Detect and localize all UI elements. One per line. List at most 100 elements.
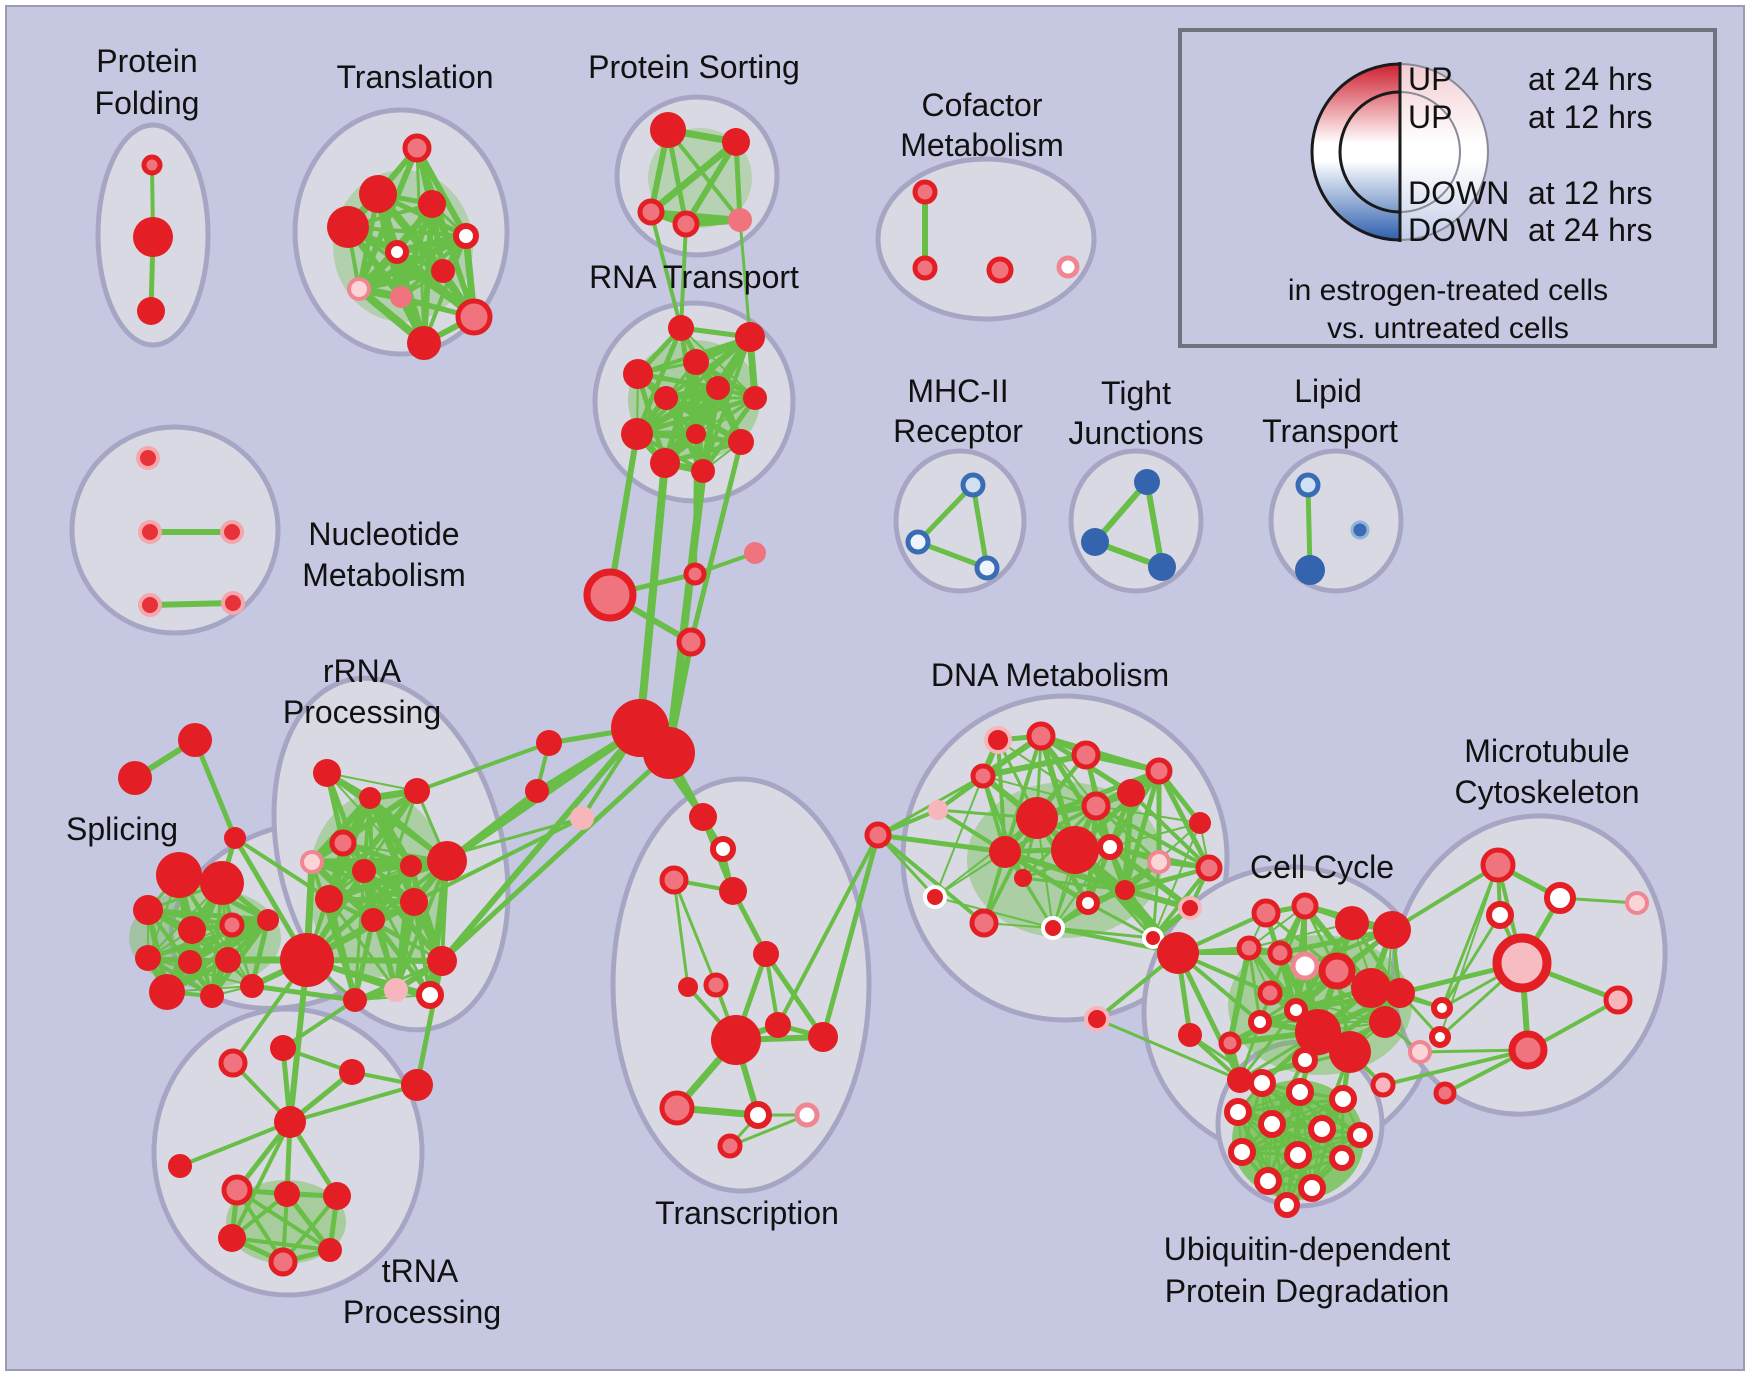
legend-time-2: at 12 hrs [1528, 175, 1653, 211]
edge-bridge [776, 833, 880, 1027]
gene-node-Rp [1218, 1031, 1242, 1055]
gene-node-Rp [455, 298, 493, 336]
gene-node-LPr [1147, 850, 1171, 874]
legend-direction-3: DOWN [1408, 212, 1509, 248]
legend-direction-1: UP [1408, 99, 1452, 135]
gene-node-R [133, 217, 173, 257]
edge-rrna [326, 772, 418, 792]
gene-node-R [323, 1182, 351, 1210]
gene-node-R [274, 1106, 306, 1138]
gene-node-LP [384, 978, 408, 1002]
cluster-label-trna: Processing [343, 1294, 501, 1330]
gene-node-P [744, 542, 766, 564]
edge-trna [230, 1236, 332, 1252]
edge-bridge [1390, 863, 1500, 932]
edge-bridge [607, 431, 640, 598]
cluster-label-cofactor: Cofactor [922, 87, 1043, 123]
gene-node-Rp [1071, 740, 1101, 770]
edge-trna [230, 1120, 292, 1240]
edge-dna [1003, 734, 1043, 854]
edge-translation [355, 232, 470, 293]
gene-node-R [200, 984, 224, 1008]
edge-micro [1440, 863, 1500, 1010]
gene-node-R [1115, 880, 1135, 900]
edge-splice [145, 907, 271, 923]
edge-ubi [1310, 1097, 1345, 1190]
gene-node-R [1369, 1006, 1401, 1038]
edge-bridge [249, 983, 358, 1003]
edge-rrna [340, 840, 417, 905]
gene-node-R [743, 386, 767, 410]
gene-node-R [400, 888, 428, 916]
gene-node-pinkW [794, 1102, 820, 1128]
gene-node-ringW [1347, 1122, 1373, 1148]
gene-node-ringW [1248, 1010, 1272, 1034]
gene-node-ringW [416, 981, 444, 1009]
gene-node-LP [928, 800, 948, 820]
edge-dna [1107, 768, 1162, 850]
edge-rrna [372, 919, 397, 991]
gene-node-pinkR [1084, 1006, 1110, 1032]
gene-node-Rp [219, 912, 245, 938]
edge-bridge [281, 998, 357, 1050]
edge-trans [672, 878, 690, 989]
edge-dna [934, 775, 984, 898]
gene-node-R [274, 1181, 300, 1207]
gene-node-Rp [986, 256, 1014, 284]
gene-node-Rp [912, 255, 938, 281]
gene-node-R [135, 945, 161, 971]
edge-translation [356, 268, 446, 292]
cluster-tight-area [1068, 448, 1204, 594]
edge-bridge [876, 833, 986, 925]
gene-node-R [315, 885, 343, 913]
gene-node-Rp [683, 562, 707, 586]
edge-dna [934, 817, 1038, 898]
gene-node-R [722, 128, 750, 156]
gene-node-Rp [703, 972, 729, 998]
edge-rrna [326, 788, 420, 902]
gene-node-R [401, 1069, 433, 1101]
cluster-label-folding: Folding [95, 85, 200, 121]
gene-node-Rp [659, 865, 689, 895]
gene-node-ringW [1298, 1174, 1326, 1202]
gene-node-R [404, 778, 430, 804]
legend-direction-2: DOWN [1408, 175, 1509, 211]
edge-bridge [412, 816, 584, 904]
edge-dna [1109, 822, 1201, 848]
legend-time-3: at 24 hrs [1528, 212, 1653, 248]
legend-inner-arc-left [1338, 90, 1401, 214]
gene-node-R [735, 322, 765, 352]
gene-node-R [706, 376, 730, 400]
gene-node-ringW [1248, 1069, 1276, 1097]
edge-bridge [192, 737, 238, 841]
edge-dna [1152, 822, 1201, 939]
gene-node-ringBW [974, 555, 1000, 581]
gene-node-Rp [659, 1090, 695, 1126]
gene-node-ringW [710, 836, 736, 862]
gene-node-Rp [1291, 892, 1319, 920]
gene-node-R [156, 852, 202, 898]
gene-node-R [137, 297, 165, 325]
gene-node-R [1189, 812, 1211, 834]
gene-node-ringW [1431, 997, 1453, 1019]
gene-node-R [343, 988, 367, 1012]
cluster-label-ubi: Ubiquitin-dependent [1164, 1231, 1451, 1267]
gene-node-R [118, 761, 152, 795]
cluster-label-translation: Translation [336, 59, 493, 95]
legend-time-1: at 12 hrs [1528, 99, 1653, 135]
edge-trans [672, 878, 718, 987]
gene-node-R [1016, 797, 1058, 839]
edge-bridge [820, 832, 881, 1040]
gene-node-R [1014, 869, 1032, 887]
cluster-label-rrna: Processing [283, 694, 441, 730]
legend-box [1178, 28, 1717, 348]
cluster-label-cofactor: Metabolism [900, 127, 1064, 163]
gene-node-Rp [1267, 940, 1293, 966]
gene-node-R [668, 315, 694, 341]
gene-node-ringW [1292, 1047, 1318, 1073]
gene-node-Rp [218, 1048, 248, 1078]
gene-node-pinkR [984, 726, 1012, 754]
gene-node-ringB [960, 472, 986, 498]
gene-node-ringB [1295, 472, 1321, 498]
